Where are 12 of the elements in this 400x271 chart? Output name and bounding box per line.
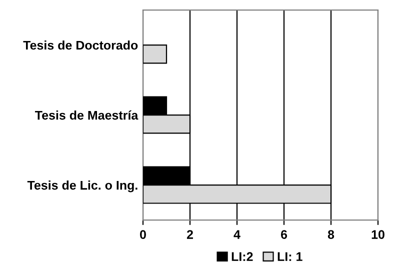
x-tick-label: 8: [328, 230, 334, 239]
y-tick-label: Tesis de Doctorado: [23, 40, 138, 50]
x-tick-label: 4: [234, 230, 240, 239]
bar: [143, 44, 168, 64]
x-tick-label: 6: [280, 230, 288, 239]
x-tick-label: 10: [372, 230, 384, 239]
x-tick-label: 2: [186, 230, 193, 239]
y-tick-label: Tesis de Lic. o Ing.: [27, 180, 138, 192]
y-tick-label: Tesis de Maestría: [34, 110, 138, 120]
legend-label: LI:2: [232, 252, 253, 261]
x-tick-label: 0: [140, 230, 146, 239]
legend-label: LI: 1: [278, 252, 302, 261]
